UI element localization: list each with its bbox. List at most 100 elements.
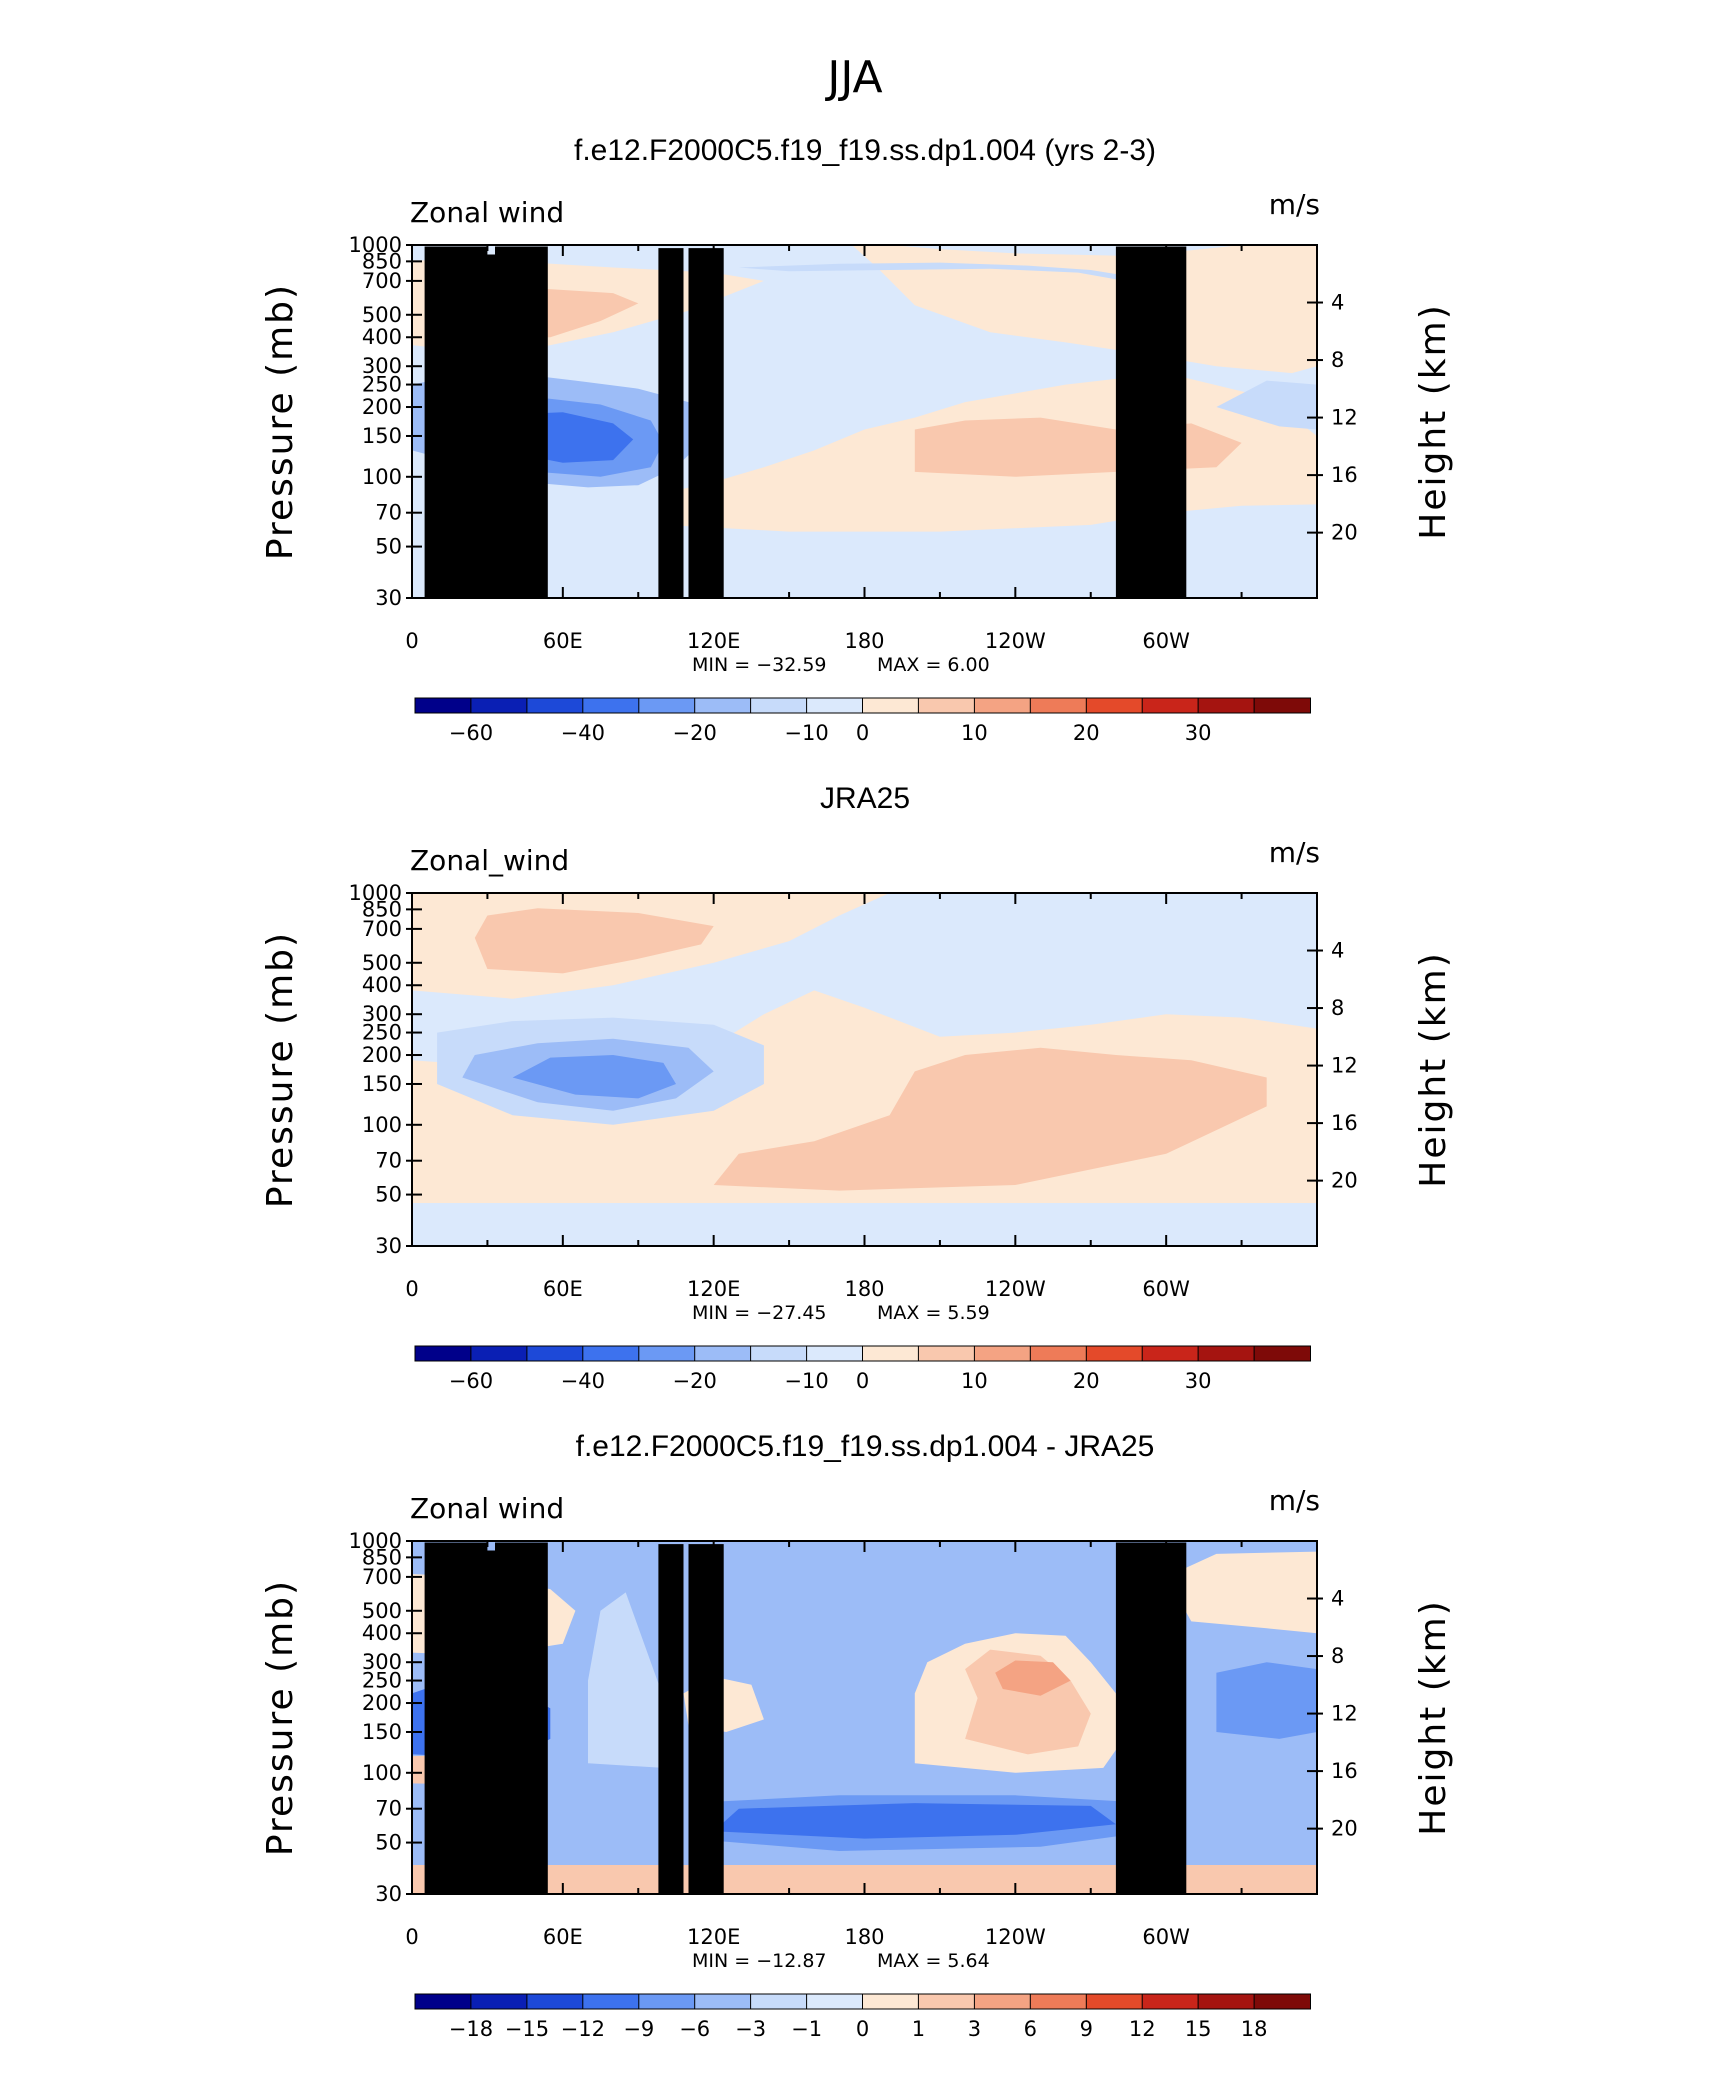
y-tick-label: 250: [362, 373, 402, 397]
colorbar-label: 20: [1073, 721, 1100, 745]
colorbar-box: [750, 1993, 808, 2010]
colorbar-box: [414, 1345, 472, 1362]
max-value: MAX = 6.00: [877, 654, 990, 676]
colorbar: −18 −15 −12 −9 −6 −3 −1 0 1 3 6 9 12 15 18: [414, 1993, 1311, 2041]
y2-tick-label: 4: [1331, 1587, 1344, 1611]
panels: f.e12.F2000C5.f19_f19.ss.dp1.004 (yrs 2-…: [260, 134, 1454, 2041]
panel-model: f.e12.F2000C5.f19_f19.ss.dp1.004 (yrs 2-…: [260, 134, 1454, 745]
y-tick-label: 30: [375, 586, 402, 610]
y2-tick-label: 4: [1331, 291, 1344, 315]
y2-tick-label: 20: [1331, 1169, 1358, 1193]
colorbar-label: 9: [1080, 2017, 1093, 2041]
colorbar-box: [694, 697, 752, 714]
y-tick-label: 30: [375, 1882, 402, 1906]
y-tick-label: 1000: [349, 1529, 402, 1553]
colorbar-label: 10: [961, 721, 988, 745]
colorbar: −60 −40 −20 −10 0 10 20 30: [414, 1345, 1311, 1393]
contour-region: [1216, 380, 1317, 430]
y-tick-label: 1000: [349, 881, 402, 905]
y-tick-label: 400: [362, 1621, 402, 1645]
colorbar-box: [1085, 1993, 1144, 2010]
y2-tick-label: 4: [1331, 939, 1344, 963]
y-tick-label: 300: [362, 1650, 402, 1674]
figure-title: JJA: [824, 52, 882, 103]
variable-label: Zonal wind: [410, 1492, 564, 1525]
contour-field: [412, 1541, 1317, 1894]
colorbar-label: −18: [449, 2017, 493, 2041]
colorbar-label: −15: [505, 2017, 549, 2041]
min-value: MIN = −32.59: [692, 654, 827, 676]
y2-tick-label: 16: [1331, 1111, 1358, 1135]
units-label: m/s: [1269, 188, 1320, 221]
y-axis-title: Pressure (mb): [260, 1579, 301, 1856]
colorbar-label: −60: [449, 721, 493, 745]
x-tick-label: 120E: [687, 1277, 740, 1301]
colorbar-label: −3: [735, 2017, 766, 2041]
topography-block: [658, 248, 684, 598]
x-tick-label: 120W: [985, 1925, 1046, 1949]
y-tick-label: 500: [362, 1599, 402, 1623]
colorbar-box: [806, 1993, 864, 2010]
y-tick-label: 1000: [349, 233, 402, 257]
y2-tick-label: 16: [1331, 463, 1358, 487]
contour-region: [588, 1592, 676, 1768]
panel-title: JRA25: [820, 782, 910, 815]
colorbar-box: [1085, 1345, 1144, 1362]
contour-region: [738, 262, 1179, 297]
x-tick-label: 180: [844, 629, 884, 653]
y-tick-label: 100: [362, 1113, 402, 1137]
topography-block: [1115, 1542, 1187, 1894]
colorbar-label: −40: [561, 1369, 605, 1393]
y-tick-label: 50: [375, 535, 402, 559]
y-tick-label: 150: [362, 1072, 402, 1096]
y-tick-label: 300: [362, 354, 402, 378]
colorbar-label: −9: [623, 2017, 654, 2041]
colorbar-label: −12: [561, 2017, 605, 2041]
y-tick-label: 850: [362, 897, 402, 921]
colorbar-label: −60: [449, 1369, 493, 1393]
colorbar-label: 30: [1185, 721, 1212, 745]
colorbar-box: [806, 697, 864, 714]
colorbar-box: [414, 697, 472, 714]
colorbar-box: [862, 697, 920, 714]
y-tick-label: 700: [362, 917, 402, 941]
x-tick-label: 180: [844, 1277, 884, 1301]
contour-region: [1216, 1662, 1317, 1739]
colorbar-box: [1197, 697, 1255, 714]
colorbar-box: [1197, 1345, 1255, 1362]
colorbar-box: [917, 697, 976, 714]
y2-axis-title: Height (km): [1413, 951, 1454, 1187]
panel-title: f.e12.F2000C5.f19_f19.ss.dp1.004 - JRA25: [576, 1430, 1155, 1463]
y-tick-label: 30: [375, 1234, 402, 1258]
colorbar-box: [973, 697, 1032, 714]
colorbar-box: [917, 1993, 976, 2010]
y-tick-label: 200: [362, 1691, 402, 1715]
x-tick-label: 0: [405, 1277, 418, 1301]
colorbar-box: [694, 1993, 752, 2010]
topography-block: [495, 1542, 548, 1894]
colorbar-box: [1029, 1345, 1088, 1362]
colorbar-box: [806, 1345, 864, 1362]
colorbar-label: −10: [784, 1369, 828, 1393]
colorbar-box: [750, 697, 808, 714]
colorbar-box: [470, 1993, 528, 2010]
colorbar-box: [862, 1993, 920, 2010]
y2-tick-label: 20: [1331, 521, 1358, 545]
colorbar-box: [1197, 1993, 1255, 2010]
panel-title: f.e12.F2000C5.f19_f19.ss.dp1.004 (yrs 2-…: [574, 134, 1156, 167]
y-tick-label: 50: [375, 1831, 402, 1855]
colorbar-box: [862, 1345, 920, 1362]
contour-region: [474, 908, 714, 974]
colorbar-box: [1253, 1993, 1311, 2010]
y-tick-label: 700: [362, 269, 402, 293]
colorbar-label: −40: [561, 721, 605, 745]
contour-region: [914, 417, 1242, 477]
topography-block: [688, 248, 724, 598]
topography-block: [467, 254, 498, 598]
colorbar-label: 10: [961, 1369, 988, 1393]
x-tick-label: 120W: [985, 629, 1046, 653]
contour-field: [412, 245, 1317, 598]
y2-axis-title: Height (km): [1413, 303, 1454, 539]
colorbar-box: [917, 1345, 976, 1362]
